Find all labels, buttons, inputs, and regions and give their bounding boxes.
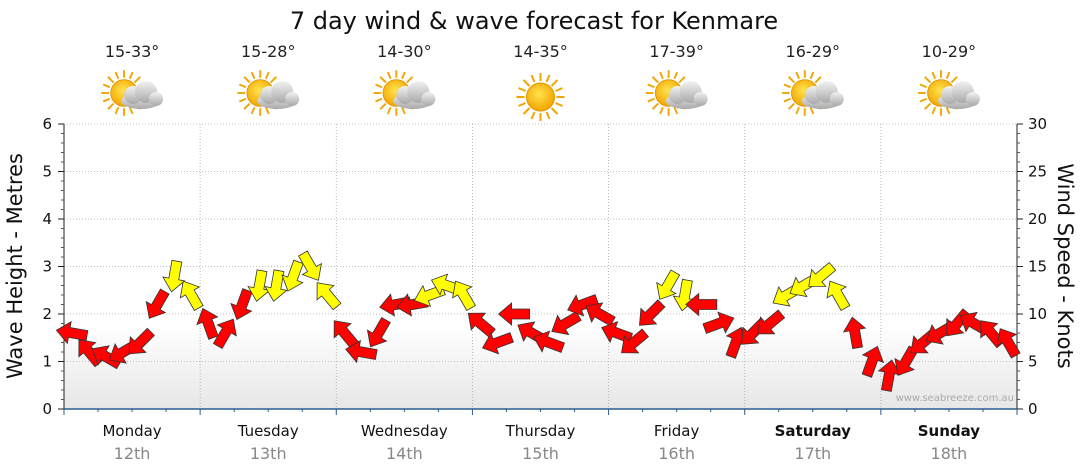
- temperature-range: 16-29°: [786, 42, 841, 61]
- weather-row: 15-33° 15-28° 14-30° 14-35° 17-39° 16-29° 10-2…: [100, 42, 980, 122]
- day-date-label: 16th: [658, 444, 695, 463]
- wind-arrow: [366, 316, 391, 348]
- day-date-label: 13th: [250, 444, 287, 463]
- wind-arrow: [345, 339, 378, 364]
- wind-arrow: [452, 280, 476, 312]
- wind-arrow: [162, 259, 186, 293]
- partly-cloudy-icon: [372, 69, 436, 117]
- wind-arrow: [685, 292, 718, 317]
- wind-arrow-series: [55, 250, 1021, 392]
- partly-cloudy-icon: [917, 69, 980, 117]
- wind-arrow: [757, 309, 786, 335]
- wind-arrow: [179, 280, 204, 312]
- wind-arrow: [533, 330, 566, 353]
- day-date-label: 17th: [794, 444, 831, 463]
- partly-cloudy-icon: [781, 69, 844, 117]
- day-name-label: Tuesday: [237, 422, 299, 440]
- wind-arrow: [128, 327, 155, 355]
- day-name-label: Friday: [654, 422, 700, 440]
- wind-arrow: [316, 282, 342, 311]
- right-tick-label: 30: [1028, 115, 1047, 133]
- day-name-label: Monday: [102, 422, 161, 440]
- wind-arrow: [826, 280, 851, 312]
- day-name-label: Sunday: [918, 422, 981, 440]
- left-tick-label: 6: [42, 115, 52, 133]
- temperature-range: 10-29°: [922, 42, 977, 61]
- wind-arrow: [894, 345, 919, 376]
- wind-arrow: [497, 302, 530, 326]
- left-tick-label: 2: [42, 305, 52, 323]
- wind-arrow: [298, 250, 322, 281]
- partly-cloudy-icon: [236, 69, 300, 117]
- right-tick-label: 20: [1028, 210, 1047, 228]
- temperature-range: 17-39°: [649, 42, 704, 61]
- wind-arrow: [481, 332, 514, 355]
- partly-cloudy-icon: [100, 69, 164, 117]
- partly-cloudy-icon: [644, 69, 708, 117]
- day-date-label: 15th: [522, 444, 559, 463]
- wind-arrow: [230, 288, 253, 321]
- chart-title: 7 day wind & wave forecast for Kenmare: [290, 7, 778, 35]
- right-tick-label: 0: [1028, 400, 1038, 418]
- day-date-label: 14th: [386, 444, 423, 463]
- sunny-icon: [515, 72, 566, 122]
- axis-ticks: 0 1 2 3 4 5 6 0 5 10 15 20 25 30: [42, 115, 1047, 418]
- wind-arrow: [333, 320, 359, 349]
- temperature-range: 15-33°: [105, 42, 160, 61]
- wind-arrow: [842, 316, 867, 350]
- day-date-label: 18th: [931, 444, 968, 463]
- right-tick-label: 10: [1028, 305, 1047, 323]
- wind-arrow: [145, 288, 170, 319]
- left-tick-label: 3: [42, 258, 52, 276]
- day-date-label: 12th: [114, 444, 151, 463]
- left-axis-label: Wave Height - Metres: [3, 153, 27, 379]
- day-name-label: Wednesday: [361, 422, 448, 440]
- left-tick-label: 4: [42, 210, 52, 228]
- temperature-range: 14-30°: [377, 42, 432, 61]
- right-axis-label: Wind Speed - Knots: [1053, 163, 1077, 368]
- right-tick-label: 5: [1028, 353, 1038, 371]
- wind-arrow: [264, 269, 288, 302]
- wind-arrow: [551, 311, 582, 336]
- day-name-label: Saturday: [775, 422, 852, 440]
- left-tick-label: 5: [42, 163, 52, 181]
- wind-arrow: [656, 269, 681, 300]
- wind-arrow: [212, 318, 237, 350]
- day-name-label: Thursday: [505, 422, 576, 440]
- plot-area: [64, 124, 1017, 409]
- wind-arrow: [247, 269, 271, 302]
- wind-arrow: [639, 299, 666, 326]
- wind-arrow: [281, 259, 304, 292]
- temperature-range: 14-35°: [513, 42, 568, 61]
- right-tick-label: 15: [1028, 258, 1047, 276]
- right-tick-label: 25: [1028, 163, 1047, 181]
- wind-arrow: [567, 294, 600, 317]
- day-labels: Monday 12th Tuesday 13th Wednesday 14th Thursd…: [102, 422, 980, 463]
- wind-arrow: [808, 261, 837, 287]
- wind-arrow: [467, 312, 496, 338]
- wind-arrow: [196, 307, 219, 340]
- wind-arrow: [55, 320, 89, 345]
- temperature-range: 15-28°: [241, 42, 296, 61]
- watermark: www.seabreeze.com.au: [896, 393, 1014, 404]
- wind-arrow: [861, 345, 885, 378]
- wind-arrow: [702, 311, 735, 334]
- wind-arrow: [621, 328, 650, 354]
- wind-arrow: [877, 359, 902, 392]
- wind-arrow: [996, 328, 1021, 359]
- wind-arrow: [585, 302, 616, 327]
- left-tick-label: 1: [42, 353, 52, 371]
- left-tick-label: 0: [42, 400, 52, 418]
